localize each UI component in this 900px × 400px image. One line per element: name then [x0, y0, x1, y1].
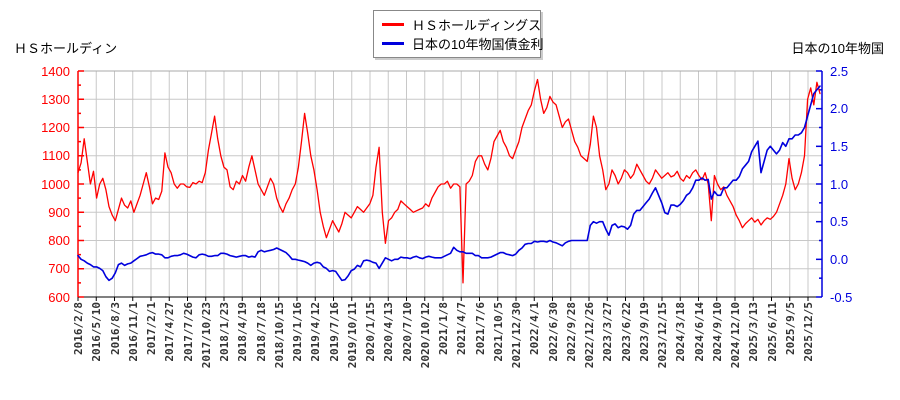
- x-tick-label: 2020/4/13: [382, 302, 396, 362]
- x-tick-label: 2022/4/1: [528, 302, 542, 355]
- y-right-tick-label: 1.5: [830, 138, 849, 154]
- legend-item-bond: 日本の10年物国債金利: [380, 34, 543, 53]
- x-tick-label: 2016/11/1: [126, 302, 140, 362]
- x-tick-label: 2018/10/15: [272, 302, 286, 369]
- x-tick-label: 2023/3/27: [601, 302, 615, 362]
- x-tick-label: 2021/1/8: [437, 302, 450, 355]
- stock-line-swatch: [382, 23, 404, 26]
- y-left-tick-label: 600: [48, 289, 70, 305]
- legend-label-bond: 日本の10年物国債金利: [412, 37, 544, 52]
- x-tick-label: 2017/4/27: [163, 302, 177, 362]
- x-tick-label: 2018/1/23: [218, 302, 231, 362]
- x-tick-label: 2019/10/11: [345, 302, 359, 369]
- y-left-tick-label: 700: [48, 261, 70, 277]
- legend-label-stock: ＨＳホールディングス: [412, 18, 542, 33]
- x-tick-label: 2017/2/1: [145, 302, 158, 355]
- right-axis-title: 日本の10年物国: [791, 41, 884, 56]
- x-tick-label: 2024/12/10: [729, 302, 742, 369]
- x-tick-label: 2021/10/5: [491, 302, 505, 362]
- x-tick-label: 2025/3/13: [747, 302, 761, 362]
- y-left-tick-label: 900: [48, 204, 70, 220]
- y-left-tick-label: 800: [48, 233, 70, 248]
- y-right-tick-label: 0.5: [830, 214, 849, 230]
- x-tick-label: 2023/6/22: [619, 302, 633, 362]
- x-tick-label: 2021/12/30: [510, 302, 523, 369]
- y-left-tick-label: 1300: [41, 91, 70, 107]
- legend-item-stock: ＨＳホールディングス: [380, 15, 541, 34]
- x-tick-label: 2016/2/8: [72, 302, 85, 355]
- x-tick-label: 2018/4/19: [236, 302, 250, 362]
- x-tick-label: 2020/10/12: [418, 302, 432, 369]
- y-left-tick-label: 1100: [42, 148, 70, 164]
- x-tick-label: 2023/12/15: [656, 302, 669, 369]
- y-right-tick-label: 2.5: [830, 63, 849, 79]
- x-tick-label: 2020/1/15: [364, 302, 377, 362]
- x-tick-label: 2023/9/19: [637, 302, 651, 362]
- x-tick-label: 2022/12/26: [583, 302, 596, 369]
- x-tick-label: 2020/7/10: [400, 302, 414, 362]
- y-left-tick-label: 1200: [41, 120, 70, 135]
- x-tick-label: 2024/3/18: [674, 302, 688, 362]
- bond-line-swatch: [382, 42, 404, 45]
- x-tick-label: 2022/9/28: [564, 302, 578, 362]
- x-tick-label: 2021/7/6: [473, 302, 487, 355]
- x-tick-label: 2025/6/11: [765, 302, 779, 362]
- x-tick-label: 2016/5/10: [90, 302, 104, 362]
- x-tick-label: 2018/7/18: [254, 302, 268, 362]
- x-tick-label: 2022/6/30: [546, 302, 560, 362]
- x-tick-label: 2021/4/7: [455, 302, 469, 355]
- x-tick-label: 2017/7/26: [181, 302, 195, 362]
- x-tick-label: 2019/7/16: [327, 302, 341, 362]
- x-tick-label: 2025/12/5: [802, 302, 815, 362]
- y-right-tick-label: 1.0: [830, 176, 849, 192]
- y-right-tick-label: -0.5: [830, 289, 853, 305]
- x-tick-label: 2024/6/14: [692, 302, 706, 362]
- x-tick-label: 2017/10/23: [199, 302, 213, 369]
- x-tick-label: 2019/1/16: [291, 302, 304, 362]
- y-right-tick-label: 0.0: [830, 251, 849, 267]
- y-left-tick-label: 1400: [41, 63, 70, 79]
- left-axis-title: ＨＳホールディン: [14, 41, 118, 56]
- x-tick-label: 2019/4/12: [309, 302, 323, 362]
- y-right-tick-label: 2.0: [830, 101, 849, 117]
- y-left-tick-label: 1000: [41, 176, 70, 192]
- x-tick-label: 2016/8/3: [108, 302, 122, 355]
- x-tick-label: 2024/9/10: [710, 302, 724, 362]
- x-tick-label: 2025/9/5: [783, 302, 797, 355]
- legend-box: ＨＳホールディングス 日本の10年物国債金利: [373, 10, 543, 58]
